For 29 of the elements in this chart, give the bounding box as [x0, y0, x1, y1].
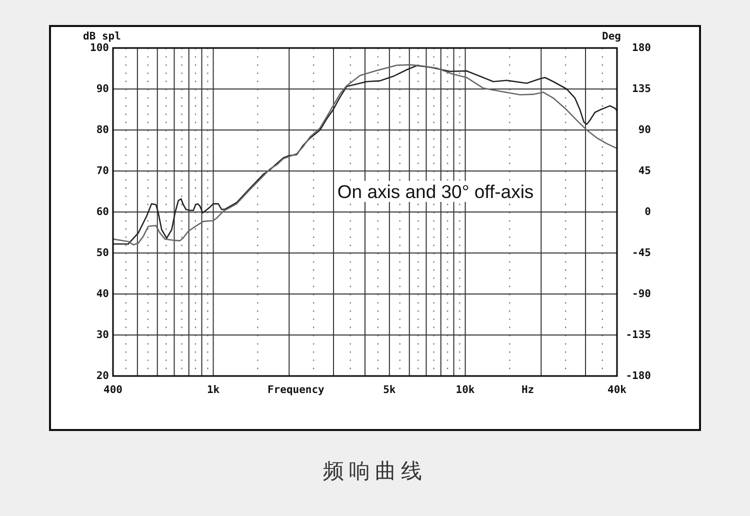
y2-tick-label: 0 [644, 206, 651, 218]
y2-tick-label: -135 [626, 328, 651, 341]
x-tick-label: 5k [383, 384, 396, 396]
x-tick-label: 1k [206, 384, 220, 396]
x-tick-label: 400 [104, 384, 122, 396]
y-tick-label: 50 [96, 246, 109, 259]
y2-tick-label: 135 [632, 82, 651, 95]
y2-tick-label: -180 [626, 370, 651, 382]
y2-axis-title: Deg [602, 30, 621, 42]
y-tick-label: 100 [90, 42, 109, 54]
x-tick-label: 40k [608, 384, 628, 396]
annotation: On axis and 30° off-axis [337, 180, 534, 202]
y2-tick-label: 90 [638, 124, 651, 136]
x-tick-label: 10k [456, 384, 476, 396]
text: 频响曲线 [323, 459, 427, 483]
y2-tick-label: 180 [632, 42, 651, 54]
y2-tick-label: 45 [638, 164, 651, 177]
x-axis-title: Frequency [268, 384, 326, 396]
y2-tick-label: -90 [632, 288, 651, 300]
y-tick-label: 60 [96, 206, 109, 218]
y-tick-label: 90 [96, 82, 109, 95]
y2-tick-label: -45 [632, 246, 651, 259]
y-axis-title: dB spl [83, 30, 121, 42]
y-tick-label: 80 [96, 124, 109, 136]
y-tick-label: 70 [96, 164, 109, 177]
y-tick-label: 40 [96, 288, 109, 300]
y-tick-label: 20 [96, 370, 109, 382]
y-tick-label: 30 [96, 328, 109, 341]
text: Hz [521, 384, 534, 396]
